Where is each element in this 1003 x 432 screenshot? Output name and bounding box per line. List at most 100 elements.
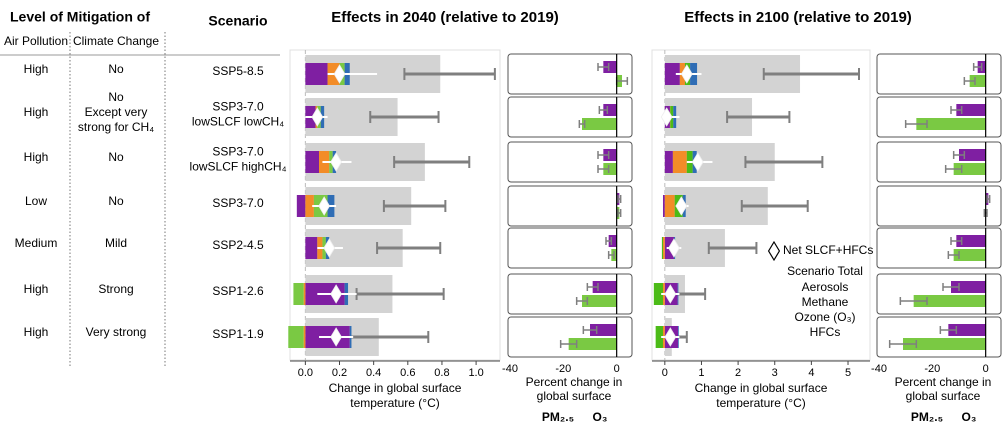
net-diamond xyxy=(330,152,342,172)
net-diamond xyxy=(330,327,342,347)
x-tick-label: 2 xyxy=(735,367,741,379)
legend-label: O₃ xyxy=(593,410,608,424)
percent-bar xyxy=(956,235,986,247)
row-box xyxy=(876,96,1002,138)
legend-label: Aerosols xyxy=(802,280,849,294)
x-axis-label: Change in global surface xyxy=(329,381,462,395)
component-segment xyxy=(303,283,306,305)
legend-label: HFCs xyxy=(810,325,841,339)
percent-bar xyxy=(916,118,986,130)
legend-label: O₃ xyxy=(962,410,977,424)
x-tick-label: 0 xyxy=(662,367,668,379)
percent-bar xyxy=(913,295,986,307)
scenario-label: lowSLCF lowCH₄ xyxy=(192,115,284,129)
x-tick-label: 0.2 xyxy=(332,367,347,379)
percent-bar xyxy=(959,149,986,161)
net-diamond xyxy=(660,107,673,127)
x-axis-label: Change in global surface xyxy=(695,381,828,395)
climate-change-level: No xyxy=(108,90,124,104)
climate-change-level: Mild xyxy=(105,236,127,250)
percent-bar xyxy=(603,163,617,175)
x-tick-label: -40 xyxy=(871,363,887,375)
net-diamond xyxy=(680,64,693,84)
component-segment xyxy=(661,237,663,259)
x-axis-label: global surface xyxy=(537,389,612,403)
scenario-label: SSP2-4.5 xyxy=(212,238,264,252)
row-box xyxy=(876,53,1002,95)
component-segment xyxy=(305,151,320,173)
row-box xyxy=(876,227,1002,269)
x-tick-label: -40 xyxy=(502,363,518,375)
row-box xyxy=(507,316,633,358)
percent-bar xyxy=(608,235,617,247)
x-axis-label: Percent change in xyxy=(895,375,992,389)
x-tick-label: 0.8 xyxy=(434,367,449,379)
air-pollution-level: Medium xyxy=(15,236,58,250)
component-segment xyxy=(288,326,304,348)
percent-bar xyxy=(603,61,617,73)
x-tick-label: 0.6 xyxy=(400,367,415,379)
x-tick-label: 0.4 xyxy=(366,367,381,379)
x-tick-label: 1.0 xyxy=(468,367,483,379)
x-tick-label: 3 xyxy=(772,367,778,379)
legend-label: PM₂.₅ xyxy=(911,410,943,424)
net-diamond xyxy=(664,284,677,304)
scenario-label: SSP1-1.9 xyxy=(212,327,264,341)
component-segment xyxy=(664,63,680,85)
chart-title: Effects in 2040 (relative to 2019) xyxy=(331,9,559,26)
row-box xyxy=(507,141,633,183)
scenario-label: SSP1-2.6 xyxy=(212,284,264,298)
legend-label: Net SLCF+HFCs xyxy=(783,243,873,257)
component-segment xyxy=(662,237,665,259)
climate-change-header: Climate Change xyxy=(73,34,159,48)
percent-bar xyxy=(953,249,986,261)
row-box xyxy=(876,141,1002,183)
component-segment xyxy=(305,195,314,217)
scenario-label: SSP3-7.0 xyxy=(212,145,264,159)
net-diamond xyxy=(675,196,688,216)
x-tick-label: -20 xyxy=(924,363,940,375)
row-box xyxy=(507,273,633,315)
net-diamond xyxy=(333,64,346,84)
component-segment xyxy=(305,63,328,85)
x-tick-label: 0 xyxy=(983,363,989,375)
percent-bar xyxy=(568,338,617,350)
x-tick-label: 5 xyxy=(845,367,851,379)
scenario-label: SSP3-7.0 xyxy=(212,100,264,114)
x-tick-label: -20 xyxy=(555,363,571,375)
percent-bar xyxy=(948,324,986,336)
percent-bar xyxy=(582,295,617,307)
air-pollution-level: High xyxy=(24,282,49,296)
row-box xyxy=(507,53,633,95)
component-segment xyxy=(653,283,663,305)
percent-bar xyxy=(603,149,617,161)
row-box xyxy=(876,316,1002,358)
climate-change-level: No xyxy=(108,150,124,164)
component-segment xyxy=(655,326,663,348)
air-pollution-level: High xyxy=(24,105,49,119)
net-diamond xyxy=(668,238,680,258)
component-segment xyxy=(305,237,318,259)
component-segment xyxy=(672,151,687,173)
x-axis-label: Percent change in xyxy=(526,375,623,389)
legend-diamond xyxy=(767,240,781,262)
net-diamond xyxy=(311,107,324,127)
row-box xyxy=(876,273,1002,315)
net-diamond xyxy=(664,327,677,347)
row-box xyxy=(507,185,633,227)
legend-label: Scenario Total xyxy=(787,264,863,278)
component-segment xyxy=(303,326,306,348)
x-axis-label: global surface xyxy=(906,389,981,403)
x-axis-label: temperature (°C) xyxy=(350,396,440,410)
x-tick-label: 1 xyxy=(698,367,704,379)
net-diamond xyxy=(691,152,704,172)
row-box xyxy=(507,96,633,138)
x-tick-label: 4 xyxy=(808,367,814,379)
table-group-header: Level of Mitigation of xyxy=(10,9,150,25)
component-segment xyxy=(664,195,675,217)
x-axis-label: temperature (°C) xyxy=(716,396,806,410)
legend-label: PM₂.₅ xyxy=(542,410,574,424)
component-segment xyxy=(664,151,673,173)
percent-bar xyxy=(582,118,617,130)
